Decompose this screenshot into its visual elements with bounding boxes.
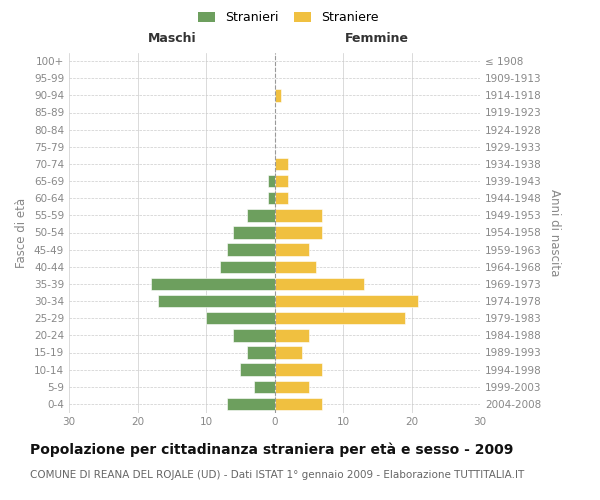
Bar: [268, 192, 275, 204]
Bar: [275, 278, 364, 290]
Bar: [275, 158, 288, 170]
Bar: [275, 226, 322, 238]
Bar: [227, 244, 275, 256]
Bar: [220, 260, 275, 273]
Bar: [275, 175, 288, 187]
Bar: [275, 346, 302, 358]
Bar: [233, 329, 275, 342]
Bar: [275, 260, 316, 273]
Bar: [254, 380, 275, 393]
Bar: [268, 175, 275, 187]
Bar: [275, 329, 309, 342]
Bar: [206, 312, 275, 324]
Bar: [275, 364, 322, 376]
Bar: [275, 209, 322, 222]
Bar: [275, 312, 404, 324]
Bar: [275, 295, 418, 307]
Text: Maschi: Maschi: [148, 32, 196, 46]
Bar: [275, 89, 281, 102]
Text: COMUNE DI REANA DEL ROJALE (UD) - Dati ISTAT 1° gennaio 2009 - Elaborazione TUTT: COMUNE DI REANA DEL ROJALE (UD) - Dati I…: [30, 470, 524, 480]
Bar: [227, 398, 275, 410]
Y-axis label: Anni di nascita: Anni di nascita: [548, 189, 561, 276]
Bar: [275, 380, 309, 393]
Bar: [275, 398, 322, 410]
Bar: [247, 346, 275, 358]
Bar: [247, 209, 275, 222]
Text: Popolazione per cittadinanza straniera per età e sesso - 2009: Popolazione per cittadinanza straniera p…: [30, 442, 514, 457]
Bar: [240, 364, 275, 376]
Bar: [275, 192, 288, 204]
Bar: [158, 295, 275, 307]
Bar: [233, 226, 275, 238]
Legend: Stranieri, Straniere: Stranieri, Straniere: [193, 6, 383, 29]
Text: Femmine: Femmine: [345, 32, 409, 46]
Y-axis label: Fasce di età: Fasce di età: [16, 198, 28, 268]
Bar: [275, 244, 309, 256]
Bar: [151, 278, 275, 290]
